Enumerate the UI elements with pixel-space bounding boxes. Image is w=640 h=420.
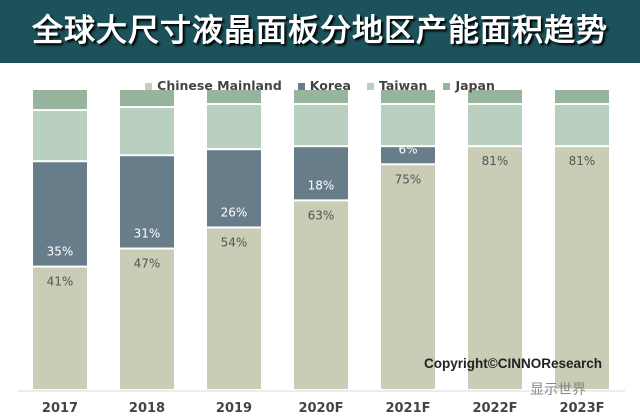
bar-segment [120,108,174,155]
legend-label: Taiwan [378,78,428,93]
bar-segment [120,90,174,107]
data-label: 31% [134,227,161,241]
bar-segment [33,162,87,266]
data-label: 18% [308,178,335,192]
bar-segment [294,90,348,104]
bar-segment [294,105,348,146]
legend-label: Chinese Mainland [157,78,282,93]
bar-segment [555,147,609,389]
legend-label: Japan [455,78,495,93]
bar-segment [381,90,435,104]
bar-segment [33,111,87,161]
bar-segment [381,165,435,389]
x-tick-label: 2019 [216,401,252,416]
bar-segment [207,228,261,389]
legend-item: Korea [297,78,351,93]
bar-segment [207,150,261,227]
data-label: 41% [47,275,74,289]
legend: Chinese Mainland Korea Taiwan Japan [0,78,640,93]
data-label: 63% [308,208,335,222]
data-label: 6% [398,142,417,156]
x-tick-label: 2021F [385,401,430,416]
legend-swatch [443,83,451,90]
data-label: 54% [221,235,248,249]
legend-swatch [366,83,374,90]
data-label: 81% [569,154,596,168]
bar-segment [120,249,174,389]
bar-segment [33,90,87,110]
data-label: 35% [47,245,74,259]
bar-segment [294,201,348,389]
bar-segment [468,105,522,146]
data-label: 26% [221,205,248,219]
legend-item: Taiwan [366,78,428,93]
legend-swatch [145,83,153,90]
bar-segment [555,105,609,146]
bar-segment [207,105,261,149]
bar-segment [468,147,522,389]
x-tick-label: 2020F [298,401,343,416]
data-label: 47% [134,257,161,271]
x-tick-label: 2023F [559,401,604,416]
legend-swatch [297,83,305,90]
bar-segment [120,156,174,248]
legend-item: Chinese Mainland [145,78,282,93]
bar-segment [294,147,348,200]
legend-label: Korea [309,78,351,93]
x-tick-label: 2017 [42,401,78,416]
copyright: Copyright©CINNOResearch [424,356,602,371]
watermark: 显示世界 [530,382,586,398]
x-tick-label: 2022F [472,401,517,416]
data-label: 75% [395,172,422,186]
bar-segment [468,90,522,104]
chart-title: 全球大尺寸液晶面板分地区产能面积趋势 [0,0,640,63]
x-tick-label: 2018 [129,401,165,416]
bar-segment [33,267,87,389]
legend-item: Japan [443,78,495,93]
bar-segment [555,90,609,104]
bar-segment [381,147,435,164]
bar-segment [381,105,435,146]
bar-segment [207,90,261,104]
data-label: 81% [482,154,509,168]
